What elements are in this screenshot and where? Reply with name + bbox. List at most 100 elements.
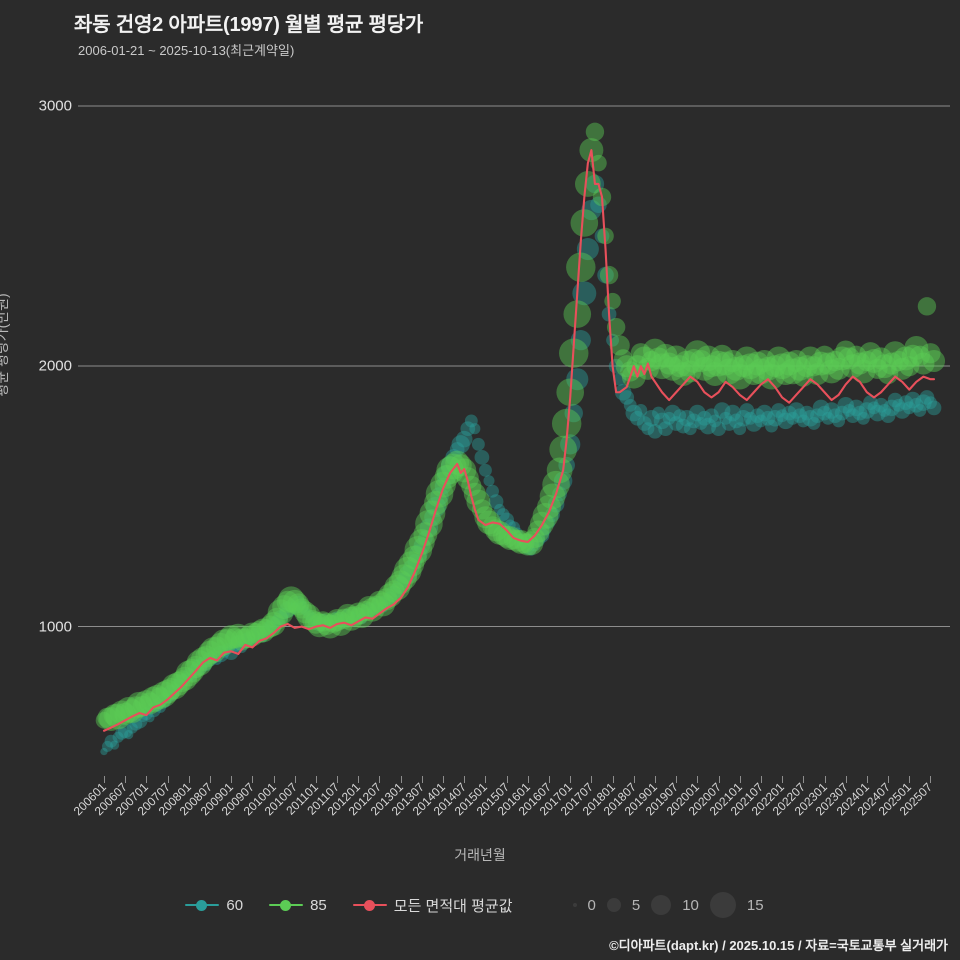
scatter-point <box>235 628 256 649</box>
scatter-point <box>173 666 198 691</box>
y-axis-tick-label: 3000 <box>38 97 72 115</box>
scatter-point <box>369 601 383 615</box>
scatter-point <box>893 346 918 371</box>
scatter-point <box>294 601 317 624</box>
scatter-point <box>924 396 937 410</box>
size-legend-bubble-icon <box>709 892 736 918</box>
scatter-point <box>708 414 722 428</box>
scatter-point <box>126 722 138 734</box>
scatter-point <box>198 640 222 665</box>
scatter-point <box>743 411 757 425</box>
legend-marker-icon <box>352 898 387 912</box>
scatter-point <box>187 672 197 682</box>
scatter-point <box>926 400 942 416</box>
scatter-point <box>393 556 422 585</box>
scatter-point <box>576 238 599 261</box>
scatter-point <box>316 613 330 627</box>
scatter-point <box>303 609 315 621</box>
scatter-point <box>570 330 591 351</box>
legend-item[interactable]: 60 <box>185 897 243 914</box>
scatter-point <box>653 412 671 430</box>
legend-item[interactable]: 85 <box>269 897 327 914</box>
tick-mark <box>845 776 847 783</box>
scatter-point <box>892 398 906 412</box>
scatter-point <box>765 419 778 433</box>
legend-item[interactable]: 모든 면적대 평균값 <box>352 895 513 916</box>
scatter-point <box>224 628 245 649</box>
scatter-point <box>625 404 643 422</box>
x-axis-ticks: 200601 200607 200701 200707 200801 200807 2009… <box>71 776 950 846</box>
scatter-point <box>606 317 626 337</box>
scatter-point <box>754 414 768 428</box>
tick-mark <box>612 776 614 783</box>
scatter-point <box>630 343 651 364</box>
scatter-point <box>641 422 655 436</box>
scatter-point <box>195 645 218 668</box>
scatter-point <box>228 639 242 653</box>
scatter-point <box>138 692 161 715</box>
scatter-point <box>186 650 213 676</box>
scatter-point <box>171 678 185 692</box>
scatter-point <box>537 494 561 519</box>
scatter-point <box>643 410 660 427</box>
scatter-point <box>126 691 153 718</box>
scatter-point <box>679 360 702 383</box>
scatter-point <box>223 645 239 660</box>
scatter-point <box>597 266 614 284</box>
scatter-series-60 <box>100 174 942 756</box>
scatter-point <box>668 355 691 378</box>
y-axis-title: 평균 평당가(만원) <box>0 293 10 397</box>
scatter-point <box>260 624 273 637</box>
scatter-point <box>764 355 787 378</box>
scatter-point <box>425 479 454 508</box>
scatter-point <box>471 437 485 451</box>
tick-mark <box>549 776 551 783</box>
scatter-point <box>713 402 731 419</box>
scatter-point <box>880 408 896 424</box>
scatter-point <box>799 405 815 421</box>
tick-mark <box>358 776 360 783</box>
scatter-point <box>760 410 776 426</box>
scatter-point <box>867 401 881 415</box>
y-axis-tick-label: 2000 <box>38 357 72 375</box>
scatter-point <box>636 357 659 380</box>
tick-mark <box>527 776 529 783</box>
scatter-point <box>552 486 567 502</box>
scatter-point <box>609 335 630 356</box>
scatter-point <box>777 412 794 430</box>
scatter-point <box>904 391 922 409</box>
size-legend-label: 0 <box>587 896 596 914</box>
scatter-point <box>620 361 641 382</box>
scatter-point <box>695 345 721 372</box>
tick-mark <box>294 776 296 783</box>
scatter-point <box>852 405 868 421</box>
scatter-point <box>834 405 850 421</box>
scatter-point <box>887 392 903 408</box>
scatter-point <box>909 345 930 366</box>
scatter-point <box>856 411 870 425</box>
scatter-point <box>777 351 802 376</box>
scatter-point <box>781 405 797 421</box>
scatter-point <box>266 607 289 630</box>
tick-mark <box>104 776 105 783</box>
tick-mark <box>506 776 508 783</box>
scatter-point <box>814 345 835 366</box>
scatter-point <box>402 545 427 570</box>
scatter-point <box>339 606 364 631</box>
scatter-point <box>681 349 706 373</box>
size-legend-bubble-icon <box>572 903 577 907</box>
scatter-point <box>893 402 911 419</box>
scatter-point <box>721 349 744 373</box>
scatter-point <box>647 347 670 370</box>
scatter-point <box>668 416 684 431</box>
tick-mark <box>760 776 762 783</box>
scatter-point <box>284 599 298 613</box>
scatter-point <box>658 421 673 437</box>
scatter-point <box>837 396 854 414</box>
scatter-point <box>145 713 155 723</box>
scatter-point <box>270 614 284 628</box>
tick-mark <box>697 776 699 783</box>
scatter-point <box>756 404 773 422</box>
scatter-point <box>724 404 741 422</box>
scatter-point <box>769 353 796 380</box>
